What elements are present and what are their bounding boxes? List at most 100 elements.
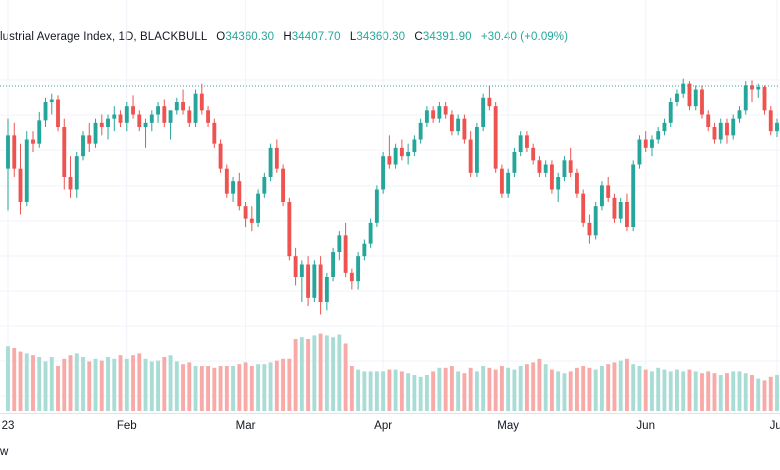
volume-bar (700, 373, 704, 411)
candle-body (650, 139, 654, 148)
candle (224, 164, 229, 198)
candle-body (487, 97, 492, 107)
volume-bar (556, 371, 561, 411)
candle (81, 131, 85, 161)
change-value: +30.40 (+0.09%) (480, 31, 569, 43)
candle-body (662, 122, 667, 132)
volume-layer (6, 333, 779, 411)
candle (612, 193, 617, 223)
candle-body (556, 177, 561, 190)
volume-bar (549, 369, 554, 411)
candle (281, 164, 286, 207)
volume-bar (687, 369, 692, 411)
x-tick-label: May (497, 420, 520, 432)
candle-body (393, 147, 398, 165)
candle (343, 222, 348, 277)
volume-bar (31, 355, 35, 411)
candle (349, 268, 354, 290)
volume-bar (543, 364, 548, 411)
volume-bar (49, 357, 54, 411)
volume-bar (418, 376, 423, 411)
candle-body (337, 235, 342, 252)
candle (162, 99, 167, 127)
candle (143, 118, 148, 148)
candle-body (468, 139, 473, 173)
candle-body (449, 114, 454, 132)
candle (506, 168, 511, 198)
candle (437, 102, 442, 123)
volume-bar (24, 353, 29, 411)
volume-bar (449, 366, 454, 411)
volume-bar (462, 373, 467, 411)
candle-body (281, 168, 286, 202)
candle (625, 193, 629, 232)
volume-bar (493, 369, 498, 411)
candle-body (725, 122, 729, 136)
candle-body (162, 106, 167, 123)
volume-bar (662, 369, 667, 411)
low-label: L (349, 31, 357, 43)
candle-body (24, 139, 29, 202)
candlestick-chart[interactable] (0, 0, 780, 414)
x-tick-label: Mar (235, 420, 256, 432)
candle-body (62, 127, 67, 177)
candle (324, 272, 329, 311)
candle-body (6, 135, 10, 169)
volume-bar (299, 337, 304, 411)
candle (524, 131, 529, 152)
candle-body (81, 135, 85, 157)
candle (243, 202, 248, 227)
candle-body (231, 181, 236, 194)
candle-body (243, 206, 248, 219)
candle (112, 106, 117, 132)
candle (293, 247, 298, 286)
candle-body (718, 122, 723, 140)
candle (618, 197, 623, 223)
candle-body (574, 172, 579, 194)
candle (462, 114, 467, 144)
candle-body (124, 106, 129, 123)
volume-bar (131, 355, 135, 411)
volume-bar (506, 367, 511, 411)
volume-bar (243, 362, 248, 411)
candle-body (687, 83, 692, 107)
volume-bar (437, 367, 442, 411)
volume-bar (199, 366, 204, 411)
candle-body (99, 122, 104, 127)
candle (600, 181, 604, 211)
candle (568, 147, 573, 177)
candle (368, 218, 373, 248)
candle-body (418, 122, 423, 140)
volume-bar (74, 353, 79, 411)
candle (656, 127, 661, 144)
candle (49, 93, 54, 115)
candle-body (306, 264, 311, 298)
volume-bar (468, 367, 473, 411)
candle (531, 143, 536, 165)
volume-bar (193, 366, 198, 411)
candle (37, 112, 42, 148)
candle (543, 160, 548, 177)
candle (362, 239, 367, 261)
x-tick-label: Jul (769, 420, 780, 432)
volume-bar (681, 371, 686, 411)
volume-bar (368, 371, 373, 411)
candle (549, 160, 554, 194)
open-value: 34360.30 (225, 31, 275, 43)
candle (406, 143, 411, 165)
volume-bar (756, 378, 761, 411)
candle (212, 118, 217, 148)
volume-bar (331, 337, 336, 411)
symbol-title: lustrial Average Index, 1D, BLACKBULL (0, 31, 207, 43)
candle (12, 122, 17, 177)
volume-bar (725, 373, 729, 411)
candle-body (199, 93, 204, 111)
candle (62, 118, 67, 190)
volume-bar (318, 333, 323, 411)
grid-layer (0, 0, 780, 413)
candle (218, 139, 223, 173)
candle (118, 110, 123, 127)
candle (593, 202, 598, 240)
volume-bar (606, 364, 611, 411)
candle (731, 114, 736, 140)
